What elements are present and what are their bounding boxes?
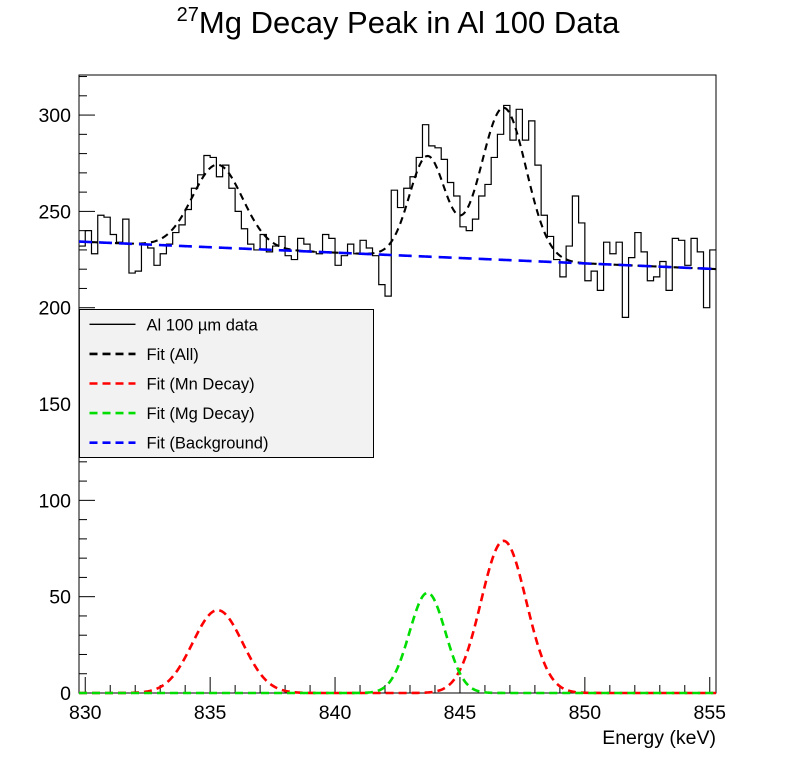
- data-histogram: [79, 104, 716, 318]
- plot-title: 27Mg Decay Peak in Al 100 Data: [0, 4, 796, 41]
- y-tick-label: 300: [38, 105, 71, 127]
- fit-background-curve: [78, 240, 717, 271]
- x-tick-label: 855: [693, 702, 726, 724]
- fit-mn-decay-curve: [79, 539, 716, 695]
- y-tick-label: 150: [38, 394, 71, 416]
- x-tick-label: 850: [569, 702, 602, 724]
- y-tick-label: 0: [60, 683, 71, 705]
- y-tick-label: 200: [38, 298, 71, 320]
- legend-entry-label: Fit (All): [147, 346, 199, 364]
- y-tick-label: 250: [38, 201, 71, 223]
- x-tick-label: 830: [69, 702, 102, 724]
- title-superscript: 27: [176, 4, 199, 26]
- legend-entry-label: Fit (Background): [147, 435, 269, 453]
- legend-entry-label: Al 100 µm data: [147, 316, 259, 334]
- title-text: Mg Decay Peak in Al 100 Data: [198, 5, 620, 40]
- x-axis-title: Energy (keV): [602, 727, 716, 749]
- fit-mg-decay-curve: [79, 591, 716, 695]
- legend-entry-label: Fit (Mg Decay): [147, 405, 255, 423]
- x-tick-label: 835: [194, 702, 227, 724]
- y-tick-label: 50: [49, 587, 71, 609]
- x-tick-label: 845: [444, 702, 477, 724]
- fit-all-curve: [78, 106, 717, 271]
- x-tick-label: 840: [319, 702, 352, 724]
- legend-entry-label: Fit (Mn Decay): [147, 376, 255, 394]
- y-tick-label: 100: [38, 490, 71, 512]
